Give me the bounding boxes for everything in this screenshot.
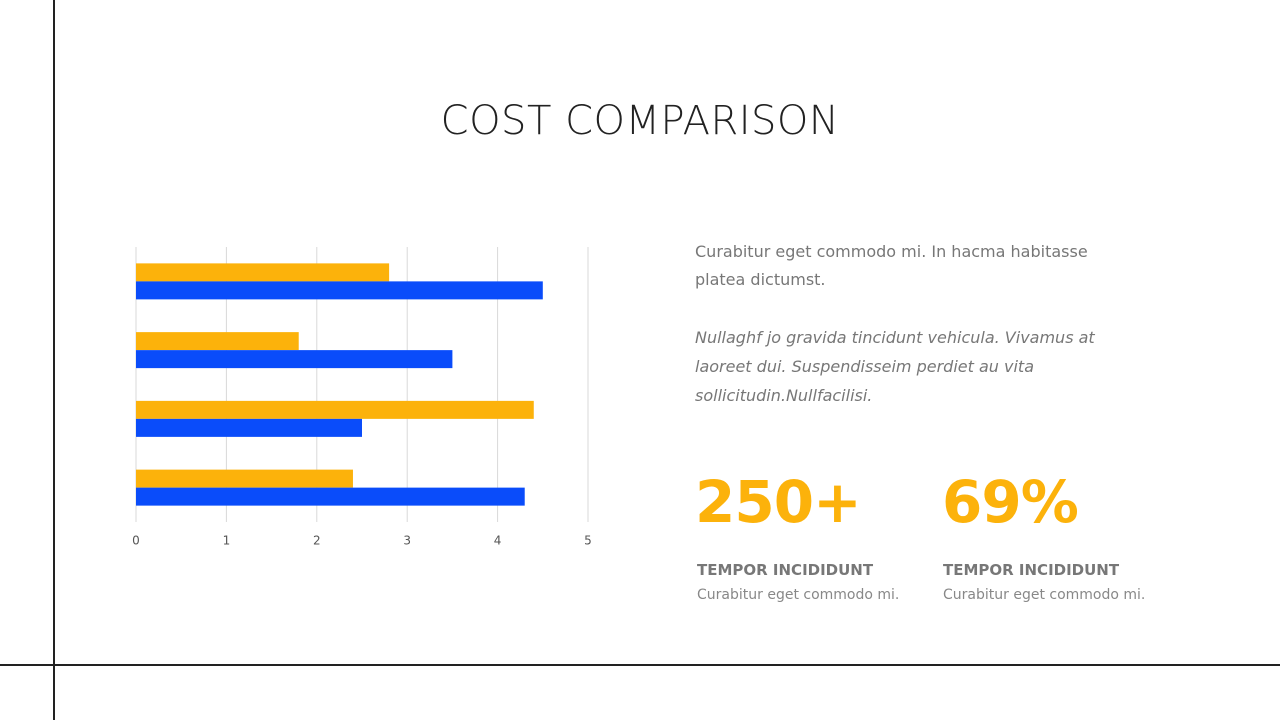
bar [136, 487, 525, 506]
quote-line: sollicitudin.Nullfacilisi. [695, 386, 873, 405]
intro-line: Curabitur eget commodo mi. In hacma habi… [695, 242, 1088, 261]
x-tick-label: 5 [584, 534, 592, 548]
x-tick-label: 1 [223, 534, 231, 548]
bar [136, 263, 390, 282]
bar [136, 418, 362, 437]
stat-value: 69% [942, 468, 1079, 536]
x-tick-label: 3 [403, 534, 411, 548]
bar [136, 400, 534, 419]
bar [136, 332, 299, 351]
stat-label: TEMPOR INCIDIDUNT [697, 561, 874, 579]
title: COST COMPARISON [440, 98, 840, 144]
quote-line: Nullaghf jo gravida tincidunt vehicula. … [695, 328, 1095, 347]
stat-text: Curabitur eget commodo mi. [697, 587, 900, 603]
intro-line: platea dictumst. [695, 270, 826, 289]
bar [136, 469, 353, 488]
bar [136, 281, 543, 300]
x-tick-label: 0 [132, 534, 140, 548]
x-tick-label: 2 [313, 534, 321, 548]
bar [136, 350, 453, 369]
x-tick-label: 4 [494, 534, 502, 548]
quote-line: laoreet dui. Suspendisseim perdiet au vi… [695, 357, 1034, 376]
stat-label: TEMPOR INCIDIDUNT [943, 561, 1120, 579]
stat-value: 250+ [695, 468, 862, 536]
stat-text: Curabitur eget commodo mi. [943, 587, 1146, 603]
